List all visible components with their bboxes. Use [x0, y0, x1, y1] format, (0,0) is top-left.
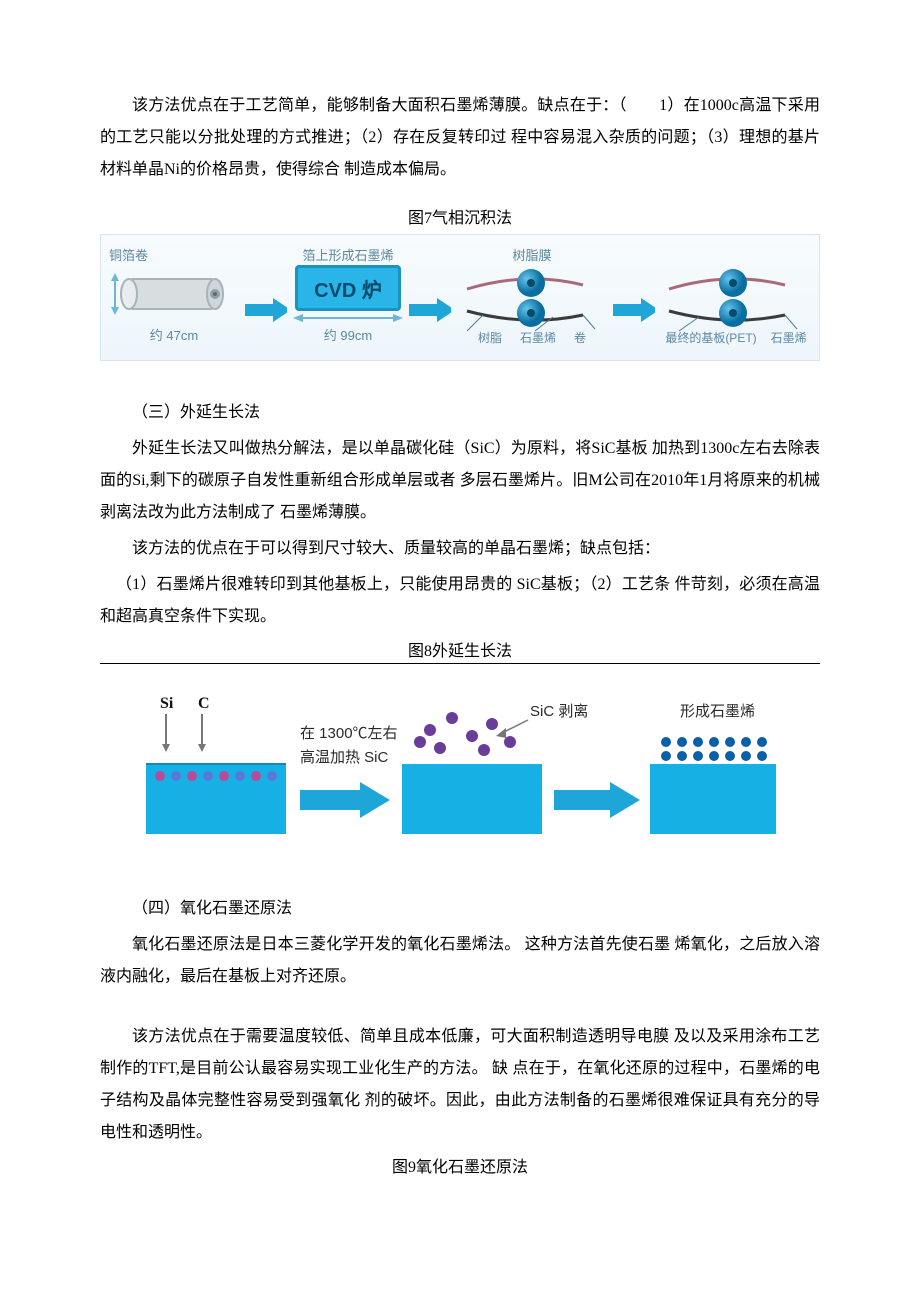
fig8-stage3: 形成石墨烯: [650, 703, 776, 834]
section3-para1: 外延生长法又叫做热分解法，是以单晶碳化硅（SiC）为原料，将SiC基板 加热到1…: [100, 433, 820, 529]
fig7-label-roll: 卷: [574, 329, 586, 346]
cvd-furnace-box: CVD 炉: [295, 265, 401, 311]
fig7-label-final-substrate: 最终的基板(PET): [665, 329, 756, 346]
fig8-heat-line2: 高温加热 SiC: [300, 749, 389, 766]
document-page: 该方法优点在于工艺简单，能够制备大面积石墨烯薄膜。缺点在于：（ 1）在1000c…: [0, 0, 920, 1303]
section3-title: （三）外延生长法: [100, 397, 820, 429]
section4-para2: 该方法优点在于需要温度较低、简单且成本低廉，可大面积制造透明导电膜 及以及采用涂…: [100, 1021, 820, 1149]
fig8-form-label: 形成石墨烯: [680, 703, 755, 720]
fig7-col-rollers2: 最终的基板(PET) 石墨烯: [661, 245, 811, 346]
figure7-caption: 图7气相沉积法: [100, 204, 820, 228]
figure8-caption: 图8外延生长法: [100, 637, 820, 661]
fig8-stage2: SiC 剥离: [402, 703, 588, 834]
fig7-col-rollers1: 树脂膜: [457, 245, 607, 346]
rollers-icon: [661, 265, 811, 333]
fig7-cvd-top-label: 箔上形成石墨烯: [302, 245, 393, 263]
arrow-icon: [613, 296, 655, 324]
fig7-foil-width: 约 47cm: [150, 325, 198, 341]
figure7-row: 铜箔卷 约 47cm: [109, 245, 811, 346]
fig7-rollers1-bottom-labels: 树脂 石墨烯 卷: [478, 329, 586, 346]
fig7-col-cvd: 箔上形成石墨烯 CVD 炉 约 99cm: [293, 245, 403, 341]
foil-roll-icon: [109, 265, 239, 321]
section4-title: （四）氧化石墨还原法: [100, 893, 820, 925]
arrow-icon: [300, 782, 390, 818]
fig8-heat-line1: 在 1300℃左右: [300, 725, 398, 742]
fig7-label-resin: 树脂: [478, 329, 502, 346]
fig7-rollers2-bottom-labels: 最终的基板(PET) 石墨烯: [665, 329, 806, 346]
fig7-resin-film-label: 树脂膜: [512, 245, 551, 263]
divider-line: [100, 663, 820, 664]
fig8-stage1: Si C: [146, 695, 286, 834]
width-marker-icon: [293, 311, 403, 325]
figure7-panel: 铜箔卷 约 47cm: [100, 234, 820, 361]
section4-para1: 氧化石墨还原法是日本三菱化学开发的氧化石墨烯法。 这种方法首先使石墨 烯氧化，之…: [100, 929, 820, 993]
section3-para3: （1）石墨烯片很难转印到其他基板上，只能使用昂贵的 SiC基板；（2）工艺条 件…: [100, 569, 820, 633]
figure8-svg: Si C 在 1300℃左右 高温加热 S: [140, 690, 780, 860]
arrow-icon: [554, 782, 640, 818]
fig8-si-label: Si: [160, 695, 174, 712]
paragraph-method-pros-cons: 该方法优点在于工艺简单，能够制备大面积石墨烯薄膜。缺点在于：（ 1）在1000c…: [100, 90, 820, 186]
fig7-cvd-width: 约 99cm: [324, 325, 372, 341]
figure8-panel: Si C 在 1300℃左右 高温加热 S: [140, 690, 780, 865]
fig8-c-label: C: [198, 695, 210, 712]
section3-para2: 该方法的优点在于可以得到尺寸较大、质量较高的单晶石墨烯；缺点包括：: [100, 533, 820, 565]
fig7-label-graphene2: 石墨烯: [771, 329, 807, 346]
fig7-foil-label: 铜箔卷: [109, 245, 148, 263]
fig7-label-graphene: 石墨烯: [520, 329, 556, 346]
arrow-icon: [409, 296, 451, 324]
fig7-col-foil: 铜箔卷 约 47cm: [109, 245, 239, 341]
rollers-icon: [457, 265, 607, 333]
figure9-caption: 图9氧化石墨还原法: [100, 1153, 820, 1177]
fig8-peel-label: SiC 剥离: [530, 703, 588, 720]
arrow-icon: [245, 296, 287, 324]
